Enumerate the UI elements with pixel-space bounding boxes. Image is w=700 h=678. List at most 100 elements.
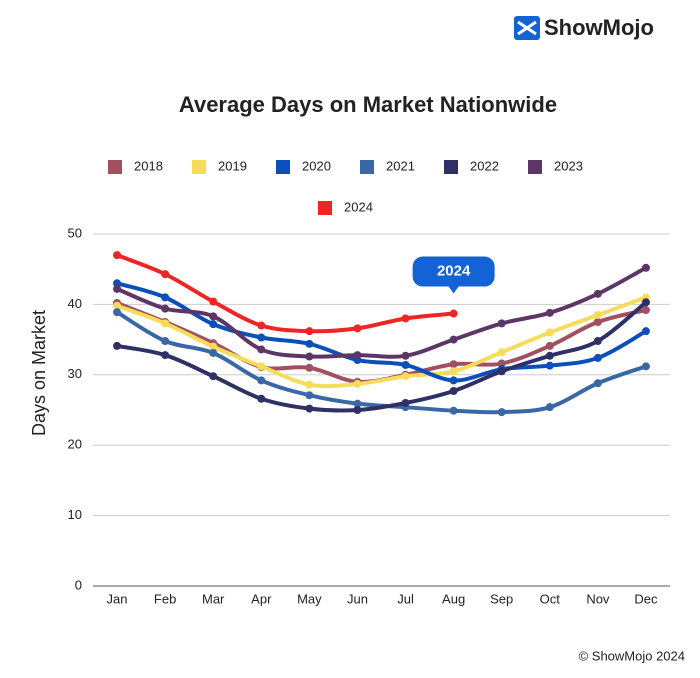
point bbox=[257, 345, 266, 354]
point bbox=[641, 306, 650, 315]
point bbox=[305, 327, 314, 336]
point bbox=[449, 386, 458, 395]
x-tick-label: Jun bbox=[347, 591, 368, 606]
point bbox=[449, 335, 458, 344]
point bbox=[209, 342, 218, 351]
point bbox=[257, 362, 266, 371]
x-tick-label: Nov bbox=[586, 591, 610, 606]
y-tick-label: 20 bbox=[68, 437, 82, 452]
point bbox=[113, 341, 122, 350]
point bbox=[161, 319, 170, 328]
x-tick-label: Sep bbox=[490, 591, 513, 606]
point bbox=[353, 399, 362, 408]
point bbox=[305, 404, 314, 413]
point bbox=[497, 348, 506, 357]
series bbox=[113, 298, 650, 414]
legend-label: 2019 bbox=[218, 158, 247, 173]
point bbox=[401, 351, 410, 360]
point bbox=[353, 351, 362, 360]
legend-label: 2021 bbox=[386, 158, 415, 173]
point bbox=[209, 297, 218, 306]
point bbox=[161, 351, 170, 360]
y-axis-label: Days on Market bbox=[29, 310, 49, 436]
point bbox=[161, 293, 170, 302]
point bbox=[113, 251, 122, 260]
point bbox=[545, 361, 554, 370]
point bbox=[353, 406, 362, 414]
point bbox=[401, 372, 410, 381]
x-tick-label: May bbox=[297, 591, 322, 606]
point bbox=[353, 379, 362, 388]
point bbox=[257, 394, 266, 403]
point bbox=[449, 406, 458, 415]
point bbox=[449, 376, 458, 385]
point bbox=[593, 310, 602, 319]
point bbox=[545, 341, 554, 350]
point bbox=[545, 328, 554, 337]
point bbox=[593, 379, 602, 388]
x-tick-label: Apr bbox=[251, 591, 272, 606]
point bbox=[113, 284, 122, 293]
legend-swatch bbox=[192, 160, 206, 174]
legend-swatch bbox=[108, 160, 122, 174]
x-tick-label: Aug bbox=[442, 591, 465, 606]
point bbox=[641, 327, 650, 336]
point bbox=[257, 321, 266, 330]
point bbox=[353, 324, 362, 333]
point bbox=[641, 263, 650, 272]
y-tick-label: 40 bbox=[68, 296, 82, 311]
point bbox=[641, 362, 650, 371]
legend-label: 2022 bbox=[470, 158, 499, 173]
series-line bbox=[115, 295, 648, 389]
legend-label: 2018 bbox=[134, 158, 163, 173]
point bbox=[593, 318, 602, 326]
point bbox=[305, 391, 314, 400]
point bbox=[545, 403, 554, 412]
logo: ShowMojo bbox=[514, 15, 654, 40]
point bbox=[161, 337, 170, 346]
point bbox=[497, 319, 506, 328]
point bbox=[593, 353, 602, 362]
legend-swatch bbox=[360, 160, 374, 174]
legend-label: 2020 bbox=[302, 158, 331, 173]
point bbox=[305, 363, 314, 372]
series bbox=[113, 279, 650, 385]
x-tick-label: Oct bbox=[540, 591, 561, 606]
series bbox=[113, 293, 650, 389]
legend-label: 2023 bbox=[554, 158, 583, 173]
annotation-bubble bbox=[412, 256, 495, 294]
series-line bbox=[115, 265, 648, 359]
point bbox=[305, 352, 314, 361]
series-line bbox=[115, 253, 456, 334]
legend-swatch bbox=[528, 160, 542, 174]
x-tick-label: Mar bbox=[202, 591, 225, 606]
point bbox=[401, 314, 410, 323]
point bbox=[305, 380, 314, 389]
point bbox=[497, 367, 506, 376]
point bbox=[593, 289, 602, 298]
point bbox=[401, 360, 410, 369]
series-line bbox=[115, 300, 648, 413]
y-tick-label: 10 bbox=[68, 507, 82, 522]
point bbox=[161, 304, 170, 313]
y-tick-label: 0 bbox=[75, 577, 82, 592]
point bbox=[545, 308, 554, 317]
y-tick-label: 30 bbox=[68, 366, 82, 381]
point bbox=[449, 367, 458, 376]
annotation: 2024 bbox=[437, 263, 471, 280]
point bbox=[209, 348, 218, 357]
logo-mark bbox=[517, 20, 537, 36]
point bbox=[161, 270, 170, 279]
legend-label: 2024 bbox=[344, 199, 373, 214]
legend-swatch bbox=[318, 201, 332, 215]
legend-swatch bbox=[444, 160, 458, 174]
point bbox=[545, 351, 554, 360]
point bbox=[209, 320, 218, 329]
point bbox=[257, 376, 266, 385]
point bbox=[401, 398, 410, 407]
x-tick-label: Dec bbox=[634, 591, 658, 606]
point bbox=[209, 312, 218, 321]
point bbox=[497, 408, 506, 417]
point bbox=[449, 309, 458, 318]
